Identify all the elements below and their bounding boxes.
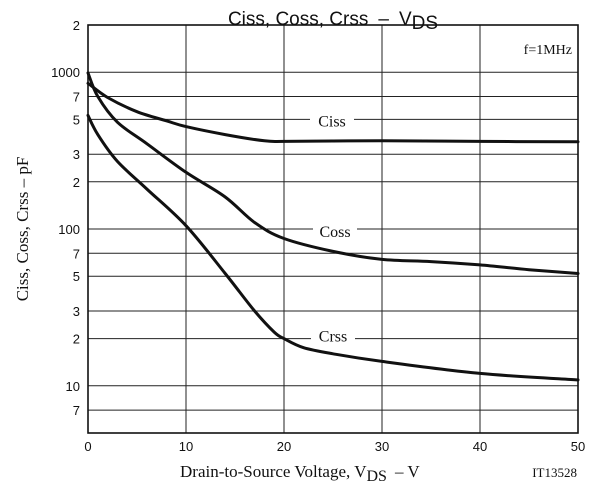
chart-title: Ciss, Coss, Crss – VDS bbox=[228, 9, 438, 34]
y-tick-label: 1000 bbox=[51, 65, 80, 80]
y-tick-label: 7 bbox=[73, 403, 80, 418]
curves-group bbox=[86, 71, 580, 382]
series-label-crss: Crss bbox=[319, 329, 347, 346]
y-tick-label: 100 bbox=[58, 222, 80, 237]
series-label-ciss: Ciss bbox=[318, 114, 346, 131]
series-label-coss: Coss bbox=[319, 224, 350, 241]
title-dash: – bbox=[378, 9, 389, 30]
y-axis-label: Ciss, Coss, Crss – pF bbox=[13, 157, 32, 302]
y-tick-label: 7 bbox=[73, 89, 80, 104]
figure-id: IT13528 bbox=[532, 465, 577, 480]
y-tick-label: 2 bbox=[73, 175, 80, 190]
curve-ciss bbox=[86, 81, 580, 144]
title-main: Ciss, Coss, Crss bbox=[228, 9, 368, 30]
y-tick-label: 5 bbox=[73, 112, 80, 127]
x-tick-label: 10 bbox=[179, 439, 193, 454]
series-label-bg bbox=[313, 221, 357, 240]
x-tick-label: 20 bbox=[277, 439, 291, 454]
curve-coss bbox=[86, 71, 580, 275]
series-labels: f=1MHz Ciss Coss Crss bbox=[310, 37, 576, 346]
x-label-text: Drain-to-Source Voltage, V bbox=[180, 462, 367, 481]
title-sub: DS bbox=[412, 13, 438, 34]
tick-labels: 0 10 20 30 40 50 7 10 2 3 5 7 100 2 3 5 7 1000 2 bbox=[51, 18, 585, 454]
y-tick-label: 3 bbox=[73, 304, 80, 319]
x-tick-label: 40 bbox=[473, 439, 487, 454]
series-label-bg bbox=[310, 111, 354, 130]
condition-label: f=1MHz bbox=[524, 43, 572, 58]
y-tick-label: 2 bbox=[73, 332, 80, 347]
x-tick-label: 50 bbox=[571, 439, 585, 454]
y-tick-label: 2 bbox=[73, 18, 80, 33]
x-tick-label: 0 bbox=[84, 439, 91, 454]
x-label-unit: – V bbox=[394, 462, 420, 481]
plot-frame bbox=[87, 24, 579, 434]
curve-crss bbox=[86, 113, 580, 382]
series-label-bg bbox=[311, 326, 355, 345]
y-tick-label: 10 bbox=[66, 379, 80, 394]
x-label-sub: DS bbox=[367, 468, 387, 483]
x-tick-label: 30 bbox=[375, 439, 389, 454]
y-tick-label: 7 bbox=[73, 246, 80, 261]
y-tick-label: 3 bbox=[73, 147, 80, 162]
title-var: V bbox=[399, 9, 412, 30]
condition-background bbox=[500, 37, 576, 61]
y-tick-label: 5 bbox=[73, 269, 80, 284]
x-axis-label: Drain-to-Source Voltage, VDS – V bbox=[180, 462, 420, 483]
